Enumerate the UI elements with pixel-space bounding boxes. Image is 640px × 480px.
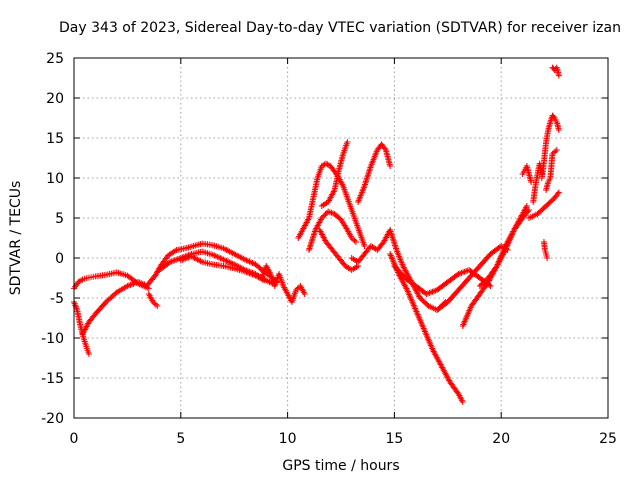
data-marker bbox=[320, 213, 327, 220]
y-tick-label: -20 bbox=[41, 411, 64, 427]
data-point bbox=[549, 151, 556, 157]
data-point bbox=[525, 207, 532, 213]
data-marks-layer bbox=[71, 64, 562, 405]
data-marker bbox=[350, 236, 357, 243]
series-satellite-track-12 bbox=[316, 227, 362, 273]
data-point bbox=[387, 163, 394, 169]
data-point bbox=[352, 239, 359, 245]
series-satellite-track-8 bbox=[258, 263, 308, 305]
chart-title: Day 343 of 2023, Sidereal Day-to-day VTE… bbox=[59, 20, 621, 36]
series-satellite-track-26 bbox=[543, 147, 560, 193]
y-tick-label: -5 bbox=[50, 291, 64, 307]
data-point bbox=[555, 72, 562, 79]
data-point bbox=[85, 351, 92, 357]
data-marker bbox=[172, 247, 179, 254]
x-axis-title: GPS time / hours bbox=[282, 458, 399, 474]
data-point bbox=[528, 179, 535, 185]
x-tick-label: 20 bbox=[492, 431, 510, 447]
y-tick-label: 20 bbox=[46, 91, 64, 107]
data-point bbox=[361, 243, 368, 249]
x-tick-label: 25 bbox=[599, 431, 617, 447]
x-tick-label: 15 bbox=[385, 431, 403, 447]
data-point bbox=[459, 399, 466, 405]
series-satellite-track-19 bbox=[476, 207, 532, 289]
x-tick-label: 10 bbox=[279, 431, 297, 447]
data-marker bbox=[381, 145, 388, 152]
y-tick-label: 15 bbox=[46, 131, 64, 147]
series-satellite-track-9 bbox=[295, 160, 368, 249]
data-marker bbox=[321, 212, 328, 219]
series-satellite-track-25 bbox=[549, 64, 562, 79]
data-marker bbox=[78, 277, 85, 284]
plot-frame bbox=[73, 57, 609, 419]
y-tick-label: -15 bbox=[41, 371, 64, 387]
x-tick-label: 0 bbox=[70, 431, 79, 447]
series-satellite-track-24 bbox=[540, 239, 551, 261]
grid-layer bbox=[74, 58, 608, 418]
data-marker bbox=[351, 237, 358, 244]
series-satellite-track-4 bbox=[145, 291, 161, 309]
y-tick-label: 25 bbox=[46, 51, 64, 67]
data-marker bbox=[524, 208, 531, 215]
data-marker bbox=[403, 285, 410, 292]
series-satellite-track-11 bbox=[318, 139, 351, 209]
data-point bbox=[318, 215, 325, 221]
data-marker bbox=[322, 211, 329, 218]
data-point bbox=[154, 303, 161, 309]
ticks-layer: 0 5 10 15 20 25 -20 -15 -10 -5 0 5 10 15 20 25 bbox=[41, 51, 617, 447]
data-marker bbox=[294, 285, 301, 292]
data-point bbox=[301, 291, 308, 297]
y-tick-label: 10 bbox=[46, 171, 64, 187]
data-marker bbox=[552, 148, 559, 155]
series-satellite-track-10 bbox=[305, 208, 359, 253]
series-satellite-track-7 bbox=[177, 253, 268, 284]
series-satellite-track-22 bbox=[525, 189, 562, 221]
data-point bbox=[555, 127, 562, 133]
data-point bbox=[523, 203, 530, 209]
series-satellite-track-3 bbox=[79, 279, 148, 337]
data-point bbox=[553, 147, 560, 153]
data-marker bbox=[554, 190, 561, 197]
data-point bbox=[544, 255, 551, 261]
x-tick-label: 5 bbox=[176, 431, 185, 447]
data-point bbox=[150, 299, 157, 305]
data-point bbox=[293, 287, 300, 293]
data-point bbox=[348, 235, 355, 241]
data-marker bbox=[343, 225, 350, 232]
data-marker bbox=[550, 149, 557, 156]
y-tick-label: 5 bbox=[55, 211, 64, 227]
data-point bbox=[344, 139, 351, 145]
data-point bbox=[555, 189, 562, 196]
y-axis-title: SDTVAR / TECUs bbox=[8, 181, 24, 296]
data-marker bbox=[550, 113, 557, 120]
y-tick-label: -10 bbox=[41, 331, 64, 347]
data-marker bbox=[151, 300, 158, 307]
series-satellite-track-20 bbox=[519, 163, 535, 185]
series-satellite-track-23 bbox=[538, 112, 562, 181]
data-marker bbox=[152, 301, 159, 308]
series-satellite-track-13 bbox=[355, 141, 394, 205]
y-tick-label: 0 bbox=[55, 251, 64, 267]
